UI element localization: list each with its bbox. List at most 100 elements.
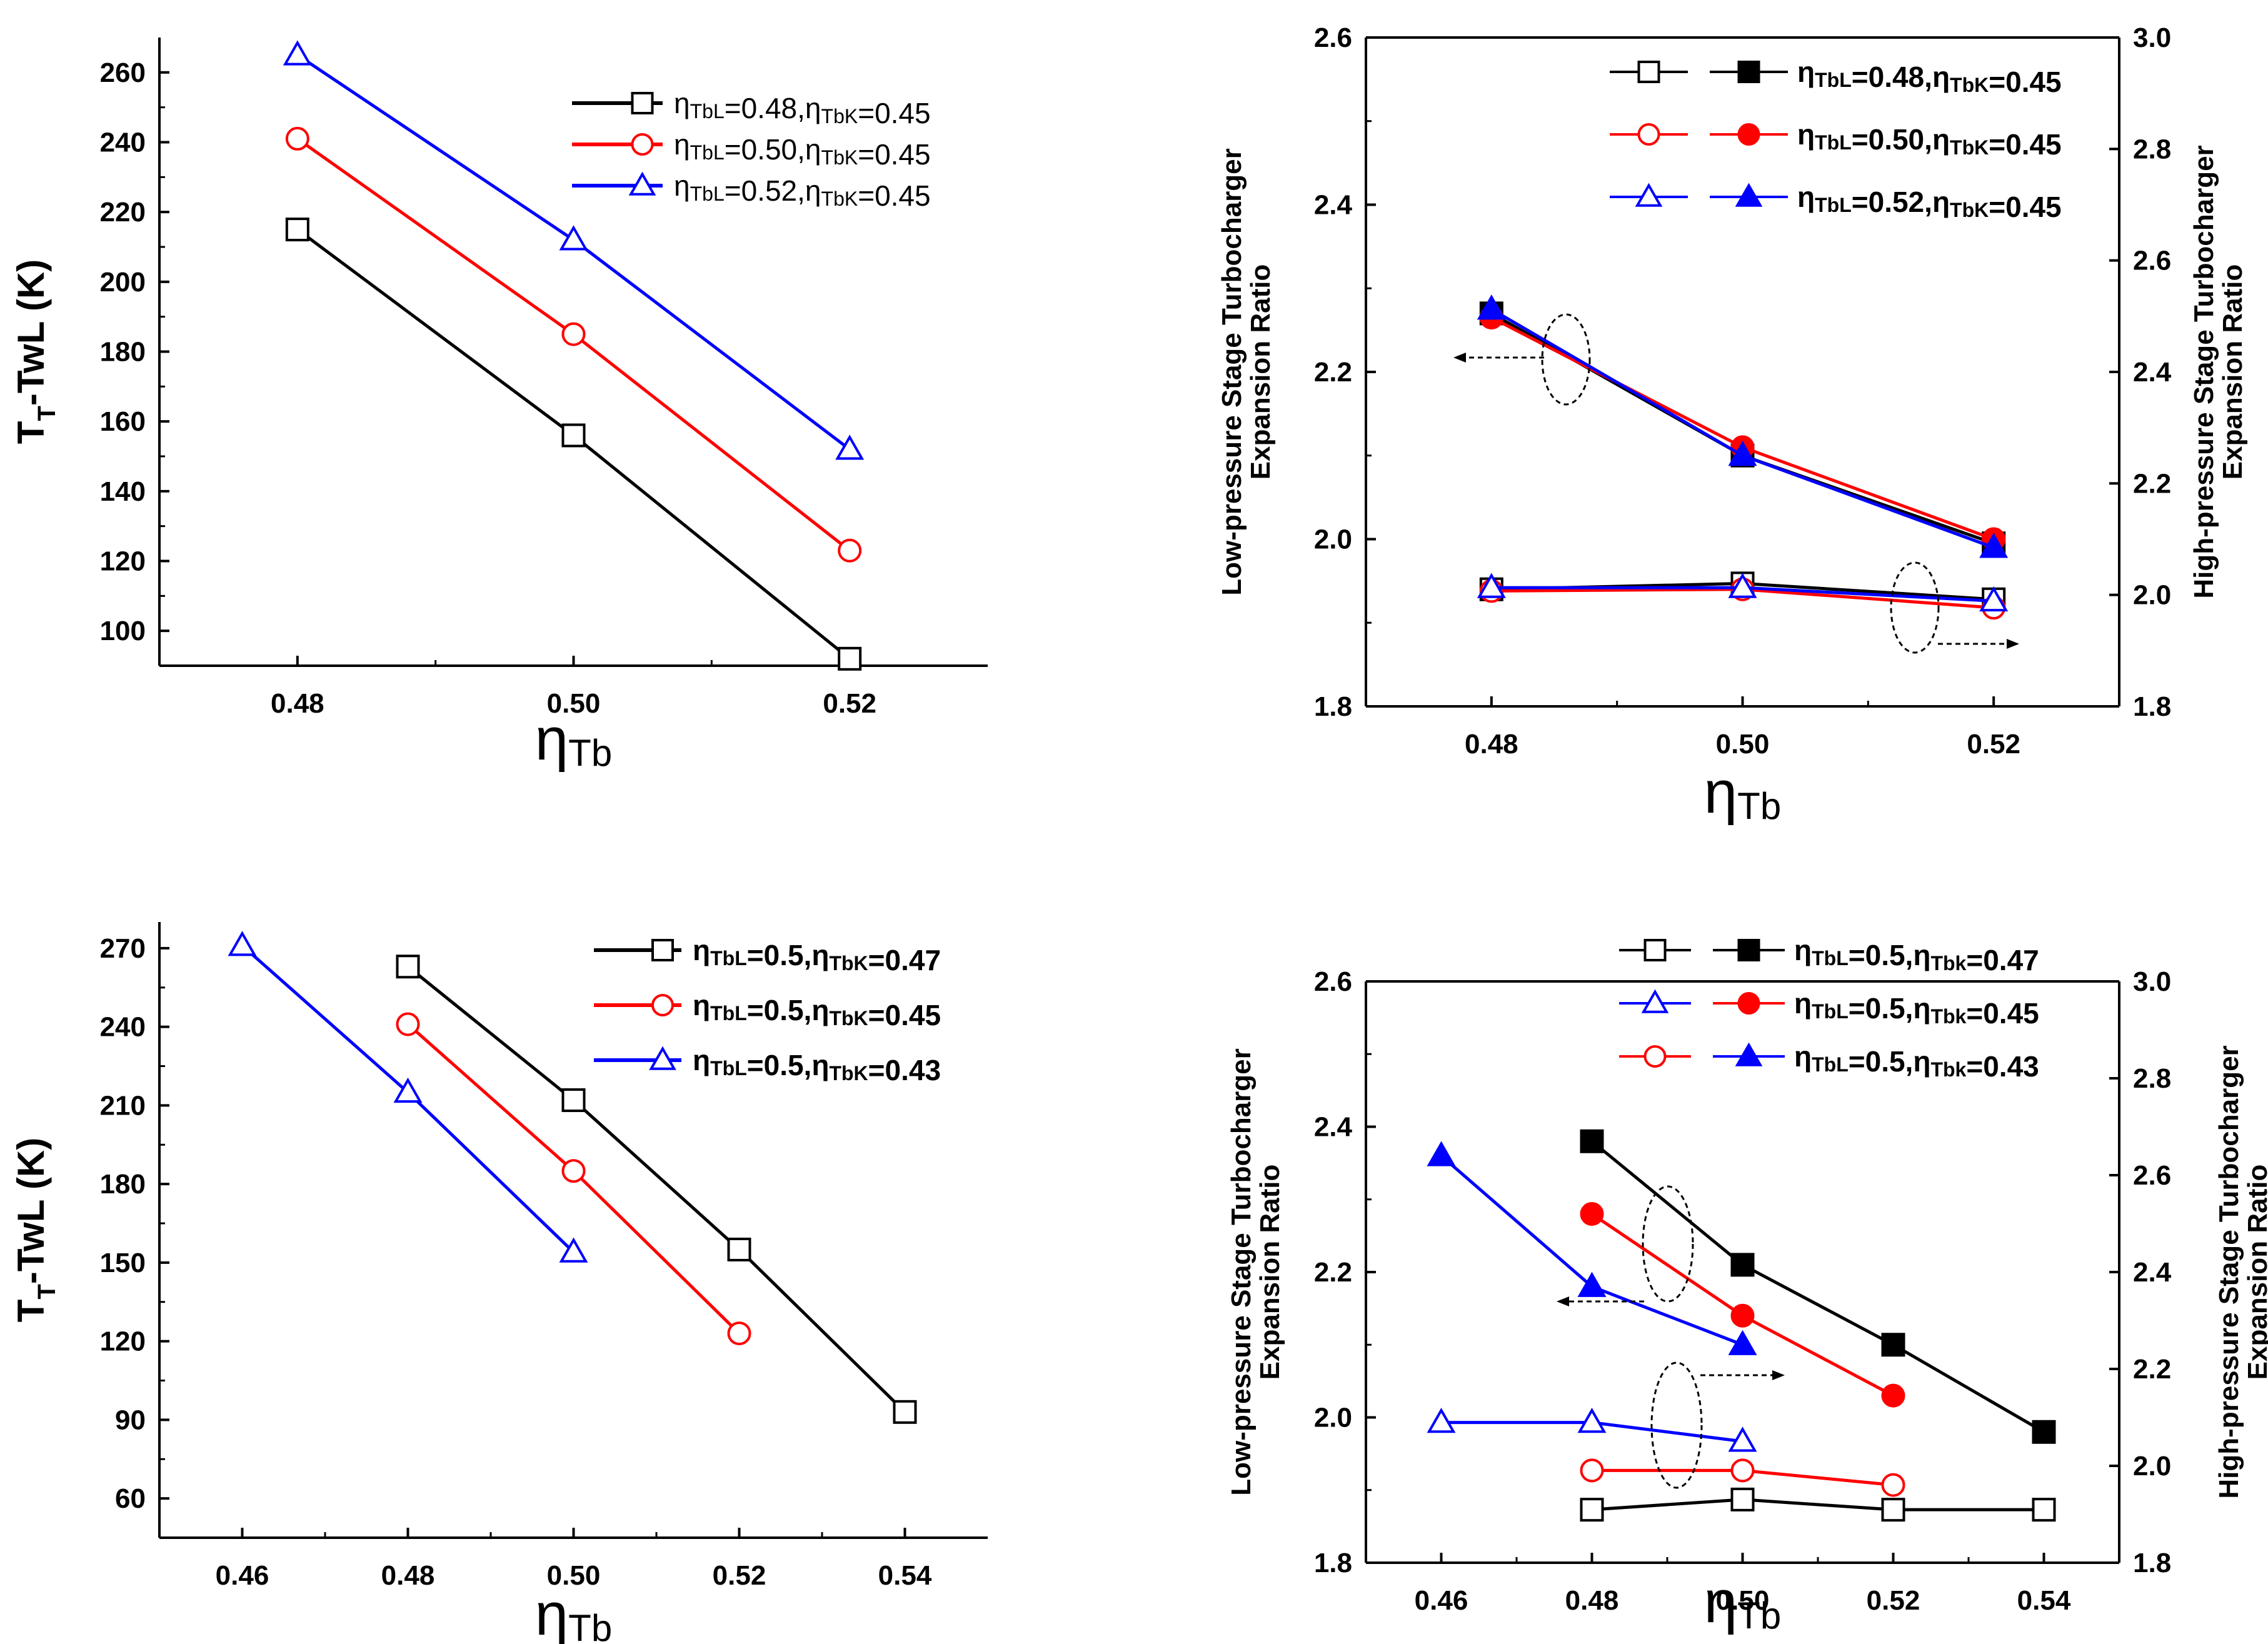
axis-indicator-ellipse	[1890, 561, 1940, 654]
legend-label: ηTbL=0.5,ηTbk=0.47	[1794, 934, 2039, 976]
legend-marker	[651, 939, 674, 961]
data-point	[2032, 1420, 2056, 1444]
y2-tick-label: 2.8	[2133, 134, 2171, 164]
data-point	[2032, 1498, 2056, 1522]
y-axis-label: Low-pressure Stage TurbochargerExpansion…	[1226, 1048, 1285, 1496]
series-circle-filled	[1580, 1202, 1905, 1408]
y2-tick-label: 2.0	[2133, 1451, 2171, 1481]
series-line	[1590, 1140, 2045, 1433]
y-tick-label: 180	[100, 337, 146, 368]
data-point	[838, 538, 862, 563]
data-point	[1881, 1498, 1905, 1522]
data-point	[561, 423, 586, 448]
data-point	[893, 1400, 917, 1424]
arrow-head	[1772, 1370, 1785, 1380]
data-point	[1728, 441, 1757, 466]
y2-tick-label: 2.2	[2133, 1354, 2171, 1385]
data-point	[1577, 1408, 1607, 1433]
y-tick-label: 120	[100, 1326, 146, 1357]
series-square-filled	[1580, 1129, 2056, 1444]
x-tick-label: 0.52	[1967, 729, 2020, 759]
y-tick-label: 140	[100, 476, 146, 507]
data-point	[1730, 1303, 1755, 1328]
arrow-head	[1557, 1296, 1569, 1306]
legend: ηTbL=0.48,ηTbK=0.45ηTbL=0.50,ηTbK=0.45ηT…	[1610, 56, 2062, 223]
legend-label: ηTbL=0.52,ηTbK=0.45	[1797, 181, 2062, 223]
legend-marker	[1737, 939, 1760, 961]
axes	[158, 38, 988, 667]
y-tick-label: 100	[100, 616, 146, 646]
y2-tick-label: 2.4	[2133, 1257, 2172, 1288]
legend-marker	[1637, 61, 1660, 83]
legend-label: ηTbL=0.50,ηTbK=0.45	[674, 128, 931, 171]
x-tick-label: 0.48	[1465, 729, 1518, 759]
data-point	[283, 40, 312, 66]
series-triangle-open	[1477, 573, 2009, 612]
y-axis-label: TT-TwL (K)	[10, 259, 61, 444]
y-tick-label: 150	[100, 1248, 146, 1278]
legend-label: ηTbL=0.5,ηTbK=0.47	[693, 934, 941, 976]
legend-label: ηTbL=0.50,ηTbK=0.45	[1797, 118, 2062, 161]
series-triangle-open	[228, 931, 588, 1263]
axis-indicator-ellipse	[1541, 313, 1591, 406]
data-point	[1979, 533, 2009, 558]
arrow-head	[2007, 639, 2019, 649]
x-tick-label: 0.54	[2017, 1585, 2071, 1616]
y-tick-label: 2.4	[1314, 190, 1353, 221]
data-point	[1580, 1458, 1604, 1483]
legend-label: ηTbL=0.5,ηTbK=0.45	[693, 989, 941, 1031]
data-point	[1580, 1129, 1604, 1153]
data-point	[1730, 1487, 1755, 1511]
x-tick-label: 0.48	[381, 1560, 435, 1591]
legend-marker	[1635, 183, 1663, 207]
x-tick-label: 0.52	[713, 1560, 766, 1591]
legend-label: ηTbL=0.5,ηTbk=0.45	[1794, 987, 2039, 1030]
data-point	[1477, 573, 1506, 598]
data-point	[396, 955, 420, 979]
series-circle-open	[396, 1012, 751, 1346]
x-axis-label: ηTb	[535, 1581, 612, 1644]
legend: ηTbL=0.5,ηTbK=0.47 ηTbL=0.5,ηTbK=0.45 ηTbL…	[594, 934, 941, 1086]
x-tick-label: 0.50	[1716, 729, 1770, 759]
legend-label: ηTbL=0.52,ηTbK=0.45	[674, 169, 931, 212]
axis-indicator-ellipse	[1650, 1361, 1703, 1489]
legend-marker	[1737, 992, 1760, 1015]
x-tick-label: 0.50	[547, 1560, 601, 1591]
data-point	[1881, 1473, 1905, 1497]
x-tick-label: 0.50	[547, 688, 601, 719]
legend-label: ηTbL=0.5,ηTbk=0.43	[1794, 1040, 2039, 1083]
data-point	[559, 1237, 588, 1263]
data-point	[1580, 1498, 1604, 1522]
chart-top-left: 0.48 0.50 0.52 100 120 140 160 180 200 220 240 260 T…	[10, 38, 988, 774]
y-tick-label: 2.0	[1314, 524, 1352, 555]
x-axis-label: ηTb	[1704, 759, 1781, 827]
legend: ηTbL=0.48,ηTbK=0.45ηTbL=0.50,ηTbK=0.45ηT…	[572, 87, 931, 212]
y-tick-label: 200	[100, 267, 146, 298]
y-tick-label: 2.0	[1314, 1403, 1352, 1433]
series-square-open	[396, 955, 917, 1424]
y2-tick-label: 1.8	[2133, 691, 2171, 722]
legend-marker	[1737, 61, 1760, 83]
y-axis-label: TT-TwL (K)	[10, 1138, 61, 1322]
x-tick-label: 0.46	[1415, 1585, 1468, 1616]
series-square-open	[1580, 1487, 2056, 1522]
y2-tick-label: 3.0	[2133, 23, 2171, 53]
data-point	[1728, 1426, 1757, 1452]
series-triangle-filled	[1427, 1141, 1757, 1355]
y-tick-label: 220	[100, 197, 146, 228]
y2-tick-label: 2.8	[2133, 1063, 2171, 1094]
y-tick-label: 90	[115, 1405, 146, 1435]
legend-marker	[649, 1046, 676, 1070]
y2-tick-label: 2.2	[2133, 468, 2171, 499]
legend-marker	[1643, 939, 1667, 961]
series-triangle-open	[1427, 1408, 1757, 1452]
chart-bottom-right: 0.46 0.48 0.50 0.52 0.54 1.8 2.0 2.2 2.4 2.6 1.8 2.…	[1226, 934, 2268, 1636]
y-tick-label: 260	[100, 58, 146, 88]
y-tick-label: 160	[100, 406, 146, 437]
y2-axis-label: High-pressure Stage TurbochargerExpansio…	[2189, 145, 2248, 598]
x-tick-label: 0.46	[216, 1560, 269, 1591]
legend-marker	[1641, 989, 1669, 1013]
legend-label: ηTbL=0.48,ηTbK=0.45	[674, 87, 931, 129]
legend-marker	[1737, 123, 1760, 146]
